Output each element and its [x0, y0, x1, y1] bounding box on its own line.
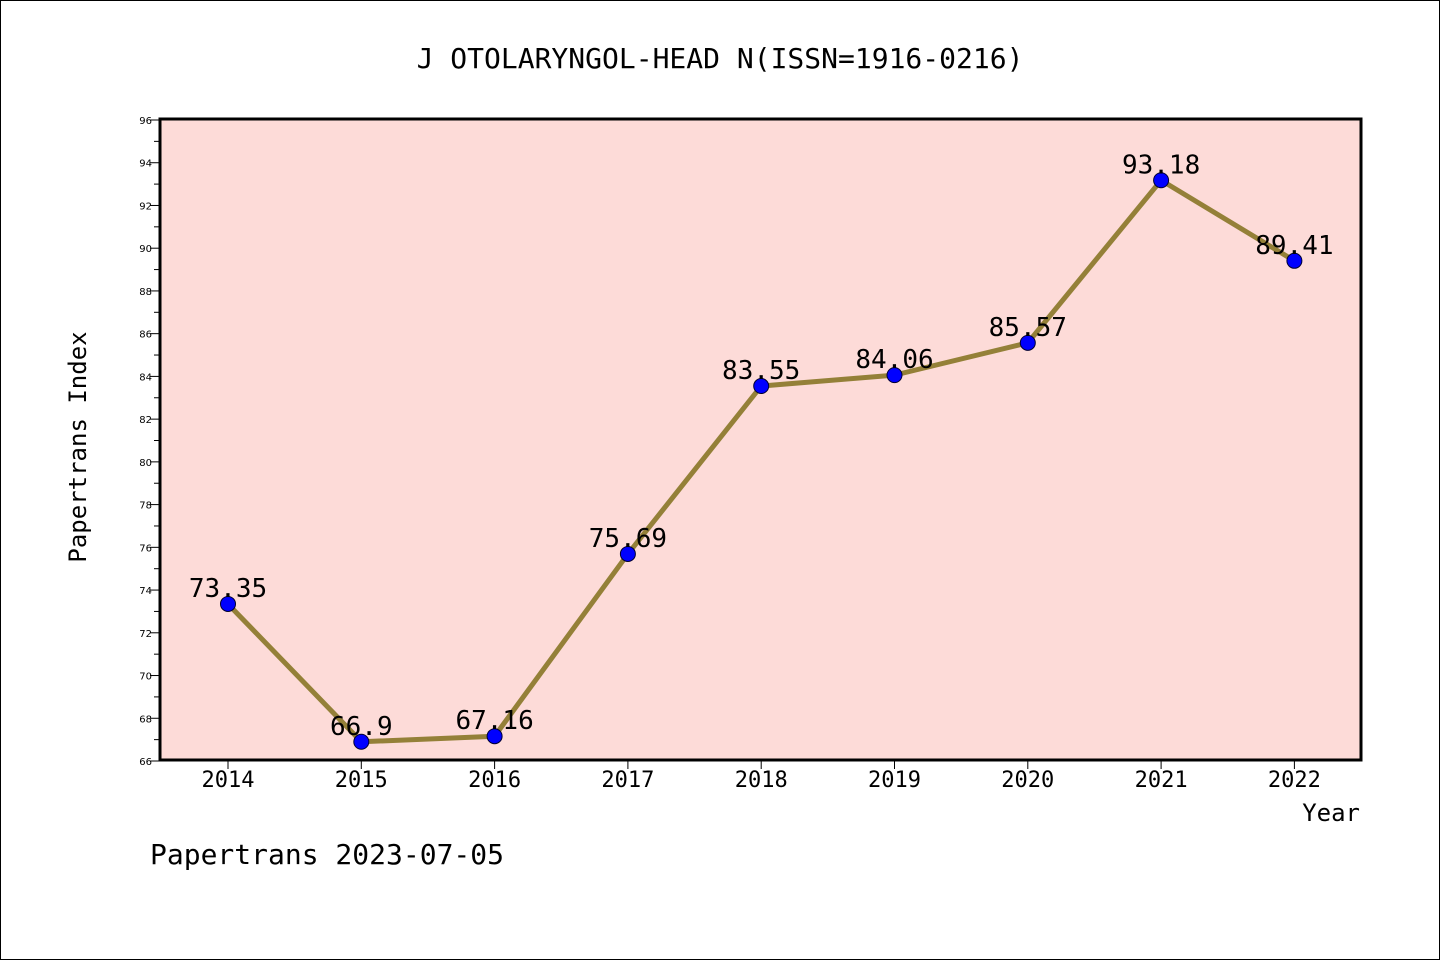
x-tick-label: 2016	[468, 768, 521, 793]
data-point	[1153, 172, 1170, 189]
series-layer: 73.35 66.9 67.16 75.69 83.55 84.06 85.57 93.18 8…	[189, 150, 1334, 750]
y-axis-ticks: 66 68 70 72 74 76 78 80 82 84 86 88 90 92 94 96	[139, 116, 160, 768]
x-tick-label: 2015	[335, 768, 388, 793]
data-label: 84.06	[855, 345, 933, 375]
x-tick-label: 2018	[735, 768, 788, 793]
y-axis-label: Papertrans Index	[64, 331, 92, 562]
data-label: 89.41	[1255, 231, 1333, 261]
y-tick-label: 80	[139, 458, 152, 469]
y-tick-label: 92	[139, 201, 152, 212]
data-point	[753, 378, 770, 395]
y-tick-label: 72	[139, 629, 152, 640]
x-axis-ticks: 2014 2015 2016 2017 2018 2019 2020 2021 2022	[202, 760, 1321, 793]
x-tick-label: 2022	[1268, 768, 1321, 793]
x-tick-label: 2020	[1001, 768, 1054, 793]
y-tick-label: 66	[139, 757, 152, 768]
x-tick-label: 2019	[868, 768, 921, 793]
data-label: 73.35	[189, 574, 267, 604]
x-tick-label: 2021	[1135, 768, 1188, 793]
data-label: 93.18	[1122, 150, 1200, 180]
data-point	[353, 733, 370, 750]
y-tick-label: 74	[139, 586, 152, 597]
y-tick-label: 86	[139, 330, 152, 341]
data-point	[886, 367, 903, 384]
y-tick-label: 90	[139, 244, 152, 255]
y-tick-label: 78	[139, 501, 152, 512]
data-label: 66.9	[330, 712, 393, 742]
y-tick-label: 68	[139, 714, 152, 725]
x-tick-label: 2017	[601, 768, 654, 793]
y-tick-label: 84	[139, 372, 152, 383]
y-tick-label: 88	[139, 287, 152, 298]
plot-area	[158, 117, 1363, 762]
data-point	[486, 728, 503, 745]
footer-caption: Papertrans 2023-07-05	[150, 838, 504, 871]
data-label: 75.69	[589, 524, 667, 554]
data-point	[220, 595, 236, 612]
y-tick-label: 96	[139, 116, 152, 127]
data-label: 85.57	[989, 313, 1067, 343]
y-tick-label: 76	[139, 543, 152, 554]
data-point	[1019, 334, 1036, 351]
data-label: 83.55	[722, 356, 800, 386]
data-point	[619, 545, 636, 562]
x-axis-label: Year	[1302, 799, 1360, 827]
y-tick-label: 94	[139, 159, 152, 170]
y-tick-label: 82	[139, 415, 152, 426]
data-label: 67.16	[455, 706, 533, 736]
x-tick-label: 2014	[202, 768, 255, 793]
data-point	[1286, 252, 1303, 269]
chart-title: J OTOLARYNGOL-HEAD N(ISSN=1916-0216)	[417, 42, 1024, 75]
y-tick-label: 70	[139, 672, 152, 683]
